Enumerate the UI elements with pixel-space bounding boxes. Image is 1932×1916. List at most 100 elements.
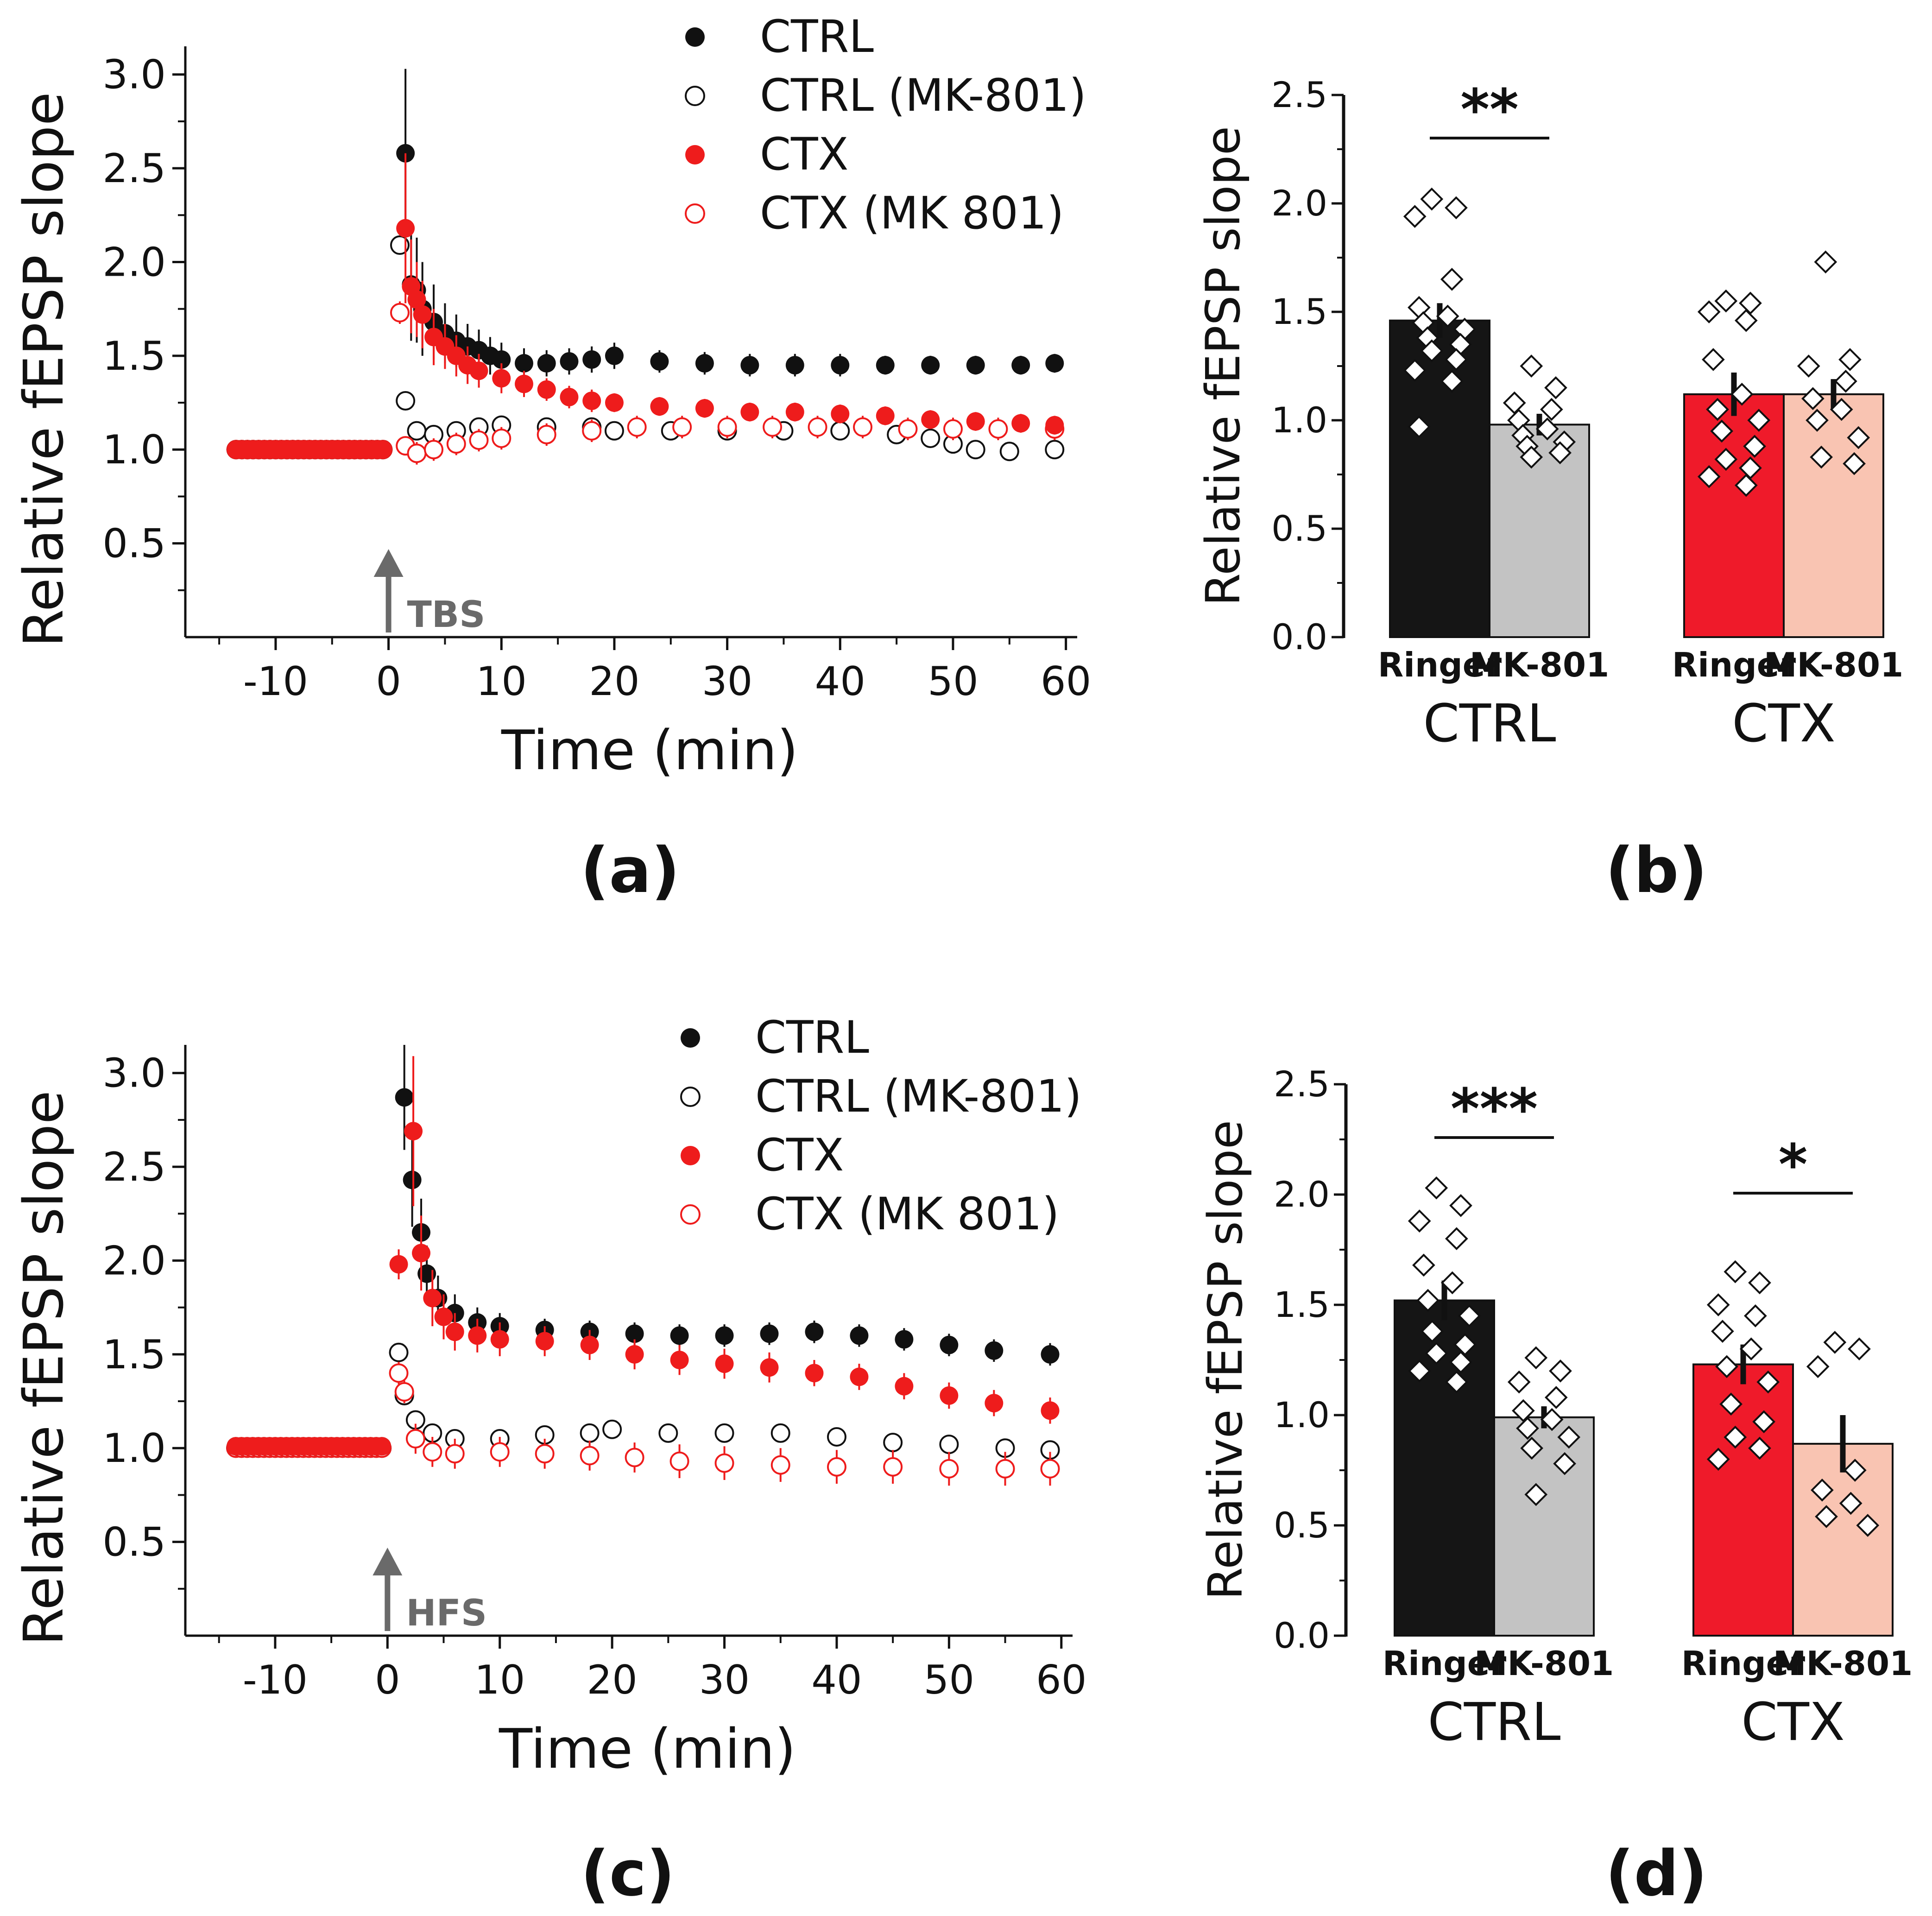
- x-axis-label: Time (min): [499, 1717, 796, 1781]
- data-point: [717, 417, 737, 437]
- significance-stars: *: [1779, 1133, 1808, 1197]
- x-tick-label: -10: [243, 658, 308, 705]
- data-point: [943, 419, 963, 439]
- data-point: [390, 235, 410, 255]
- data-point: [988, 419, 1008, 439]
- data-point: [602, 1419, 622, 1439]
- y-tick-label: 1.5: [1271, 291, 1327, 332]
- individual-point: [1416, 1289, 1440, 1312]
- data-point: [921, 356, 940, 375]
- legend-label: CTX: [755, 1129, 844, 1181]
- legend-label: CTRL (MK-801): [760, 70, 1086, 121]
- data-point: [469, 430, 489, 450]
- x-tick-label: 30: [702, 658, 752, 705]
- individual-point: [1445, 1227, 1468, 1251]
- data-point: [1045, 440, 1065, 460]
- y-tick-label: 2.5: [1271, 74, 1327, 115]
- individual-point: [1520, 1436, 1543, 1460]
- panel-label-d: (d): [1605, 1837, 1707, 1910]
- data-point: [827, 1457, 846, 1477]
- x-tick-label: 30: [699, 1657, 750, 1703]
- individual-point: [1408, 1359, 1431, 1383]
- individual-point: [1540, 398, 1563, 421]
- data-point: [985, 1394, 1004, 1413]
- x-tick-label: 50: [928, 658, 978, 705]
- individual-point: [1719, 1392, 1743, 1416]
- individual-point: [1421, 1320, 1444, 1343]
- individual-point: [1711, 1320, 1734, 1343]
- individual-point: [1724, 1260, 1747, 1284]
- data-point: [669, 1451, 689, 1471]
- data-point: [535, 1444, 555, 1464]
- data-point: [714, 1423, 734, 1443]
- data-point: [582, 350, 601, 369]
- individual-point: [1747, 409, 1771, 432]
- individual-point: [1706, 1448, 1730, 1471]
- legend-label: CTRL (MK-801): [755, 1070, 1082, 1122]
- y-tick-label: 0.0: [1271, 616, 1327, 658]
- data-point: [763, 417, 783, 437]
- data-point: [921, 410, 940, 429]
- individual-point: [1425, 1176, 1448, 1200]
- individual-point: [1830, 398, 1853, 421]
- y-axis-label: Relative fEPSP slope: [12, 92, 76, 647]
- data-point: [396, 391, 416, 411]
- x-tick-label: 50: [924, 1657, 974, 1703]
- panel-d-bar-chart: 0.0 0.5 1.0 1.5 2.0 2.5 Relative fEPSP slope Ri…: [1198, 1063, 1913, 1752]
- y-axis-label: Relative fEPSP slope: [12, 1090, 76, 1645]
- individual-point: [1420, 339, 1444, 363]
- y-tick-label: 1.0: [102, 427, 166, 473]
- bar-ctrl-ringer: [1389, 319, 1490, 638]
- data-point: [389, 1255, 408, 1274]
- data-point: [582, 392, 601, 410]
- y-tick-label: 1.0: [1274, 1394, 1330, 1435]
- legend-marker: [680, 1204, 701, 1225]
- data-point: [939, 1435, 959, 1454]
- data-point: [898, 419, 918, 439]
- data-point: [537, 424, 556, 444]
- individual-point: [1436, 304, 1459, 328]
- individual-point: [1697, 300, 1721, 323]
- data-point: [373, 440, 392, 459]
- condition-label: MK-801: [1470, 645, 1609, 684]
- y-tick-label: 1.5: [102, 333, 166, 379]
- individual-point: [1834, 369, 1857, 393]
- data-point: [921, 428, 941, 448]
- data-point: [469, 361, 488, 380]
- individual-point: [1706, 1293, 1730, 1316]
- data-point: [403, 1170, 422, 1189]
- panel-label-a: (a): [581, 834, 680, 907]
- individual-point: [1408, 1209, 1431, 1233]
- data-point: [785, 403, 804, 422]
- individual-point: [1557, 1425, 1581, 1449]
- stimulus-arrow-head: [373, 549, 404, 577]
- data-point: [625, 1345, 644, 1364]
- significance-stars: **: [1460, 78, 1519, 142]
- individual-point: [1445, 348, 1468, 371]
- data-point: [413, 305, 432, 324]
- bar-ctx-ringer: [1692, 1363, 1794, 1637]
- data-point: [490, 1330, 509, 1349]
- data-point: [373, 1437, 391, 1456]
- data-point: [831, 405, 850, 424]
- individual-point: [1440, 1271, 1464, 1295]
- individual-point: [1516, 1416, 1539, 1440]
- data-point: [785, 356, 804, 375]
- data-point: [995, 1459, 1015, 1479]
- individual-point: [1507, 1370, 1531, 1394]
- condition-label: Ringer: [1672, 645, 1796, 684]
- data-point: [390, 303, 410, 322]
- individual-point: [1843, 452, 1866, 475]
- data-point: [417, 1264, 436, 1283]
- x-tick-label: 60: [1041, 658, 1091, 705]
- x-tick-label: 40: [811, 1657, 862, 1703]
- x-tick-label: 60: [1036, 1657, 1086, 1703]
- y-tick-label: 2.5: [102, 1144, 166, 1190]
- data-point: [670, 1326, 689, 1345]
- individual-point: [1797, 354, 1820, 378]
- data-point: [805, 1322, 824, 1341]
- data-point: [405, 1429, 425, 1448]
- data-point: [389, 1342, 409, 1362]
- data-point: [895, 1377, 914, 1396]
- legend-label: CTX (MK 801): [760, 187, 1064, 239]
